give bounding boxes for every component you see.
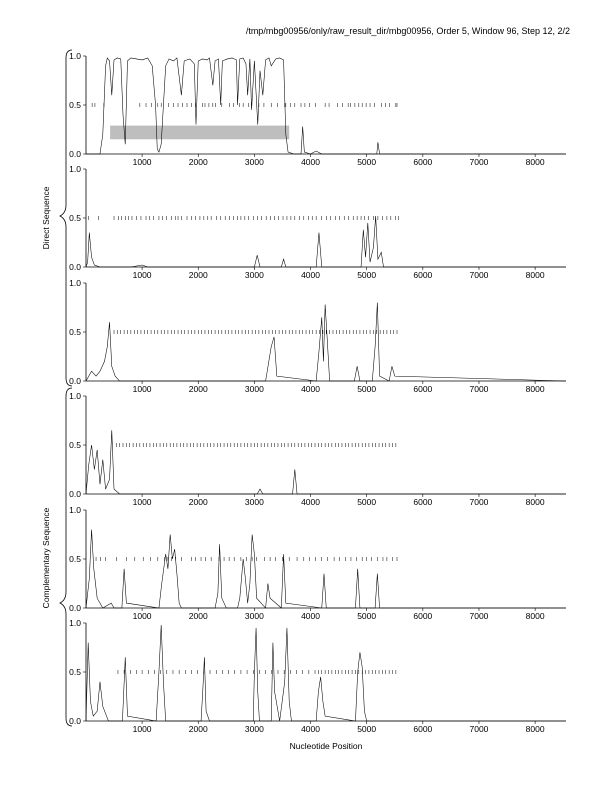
direct-group-brace: [59, 49, 73, 387]
coding-probability-line: [85, 302, 567, 382]
x-tick-label: 4000: [301, 724, 320, 734]
x-tick-label: 1000: [133, 270, 152, 280]
y-tick-label: 0.0: [69, 149, 81, 159]
x-tick-label: 2000: [189, 611, 208, 621]
panel-6: 0.0 0.5 1.0 1000 2000 3000 4000 5000 6000 7000 800…: [69, 618, 566, 734]
x-tick-label: 5000: [357, 724, 376, 734]
y-tick-label: 1.0: [69, 278, 81, 288]
x-tick-label: 4000: [301, 157, 320, 167]
x-tick-label: 7000: [470, 157, 489, 167]
x-tick-label: 6000: [413, 611, 432, 621]
x-tick-label: 3000: [245, 724, 264, 734]
panel-4: 0.0 0.5 1.0 1000 2000 3000 4000 5000 6000 7000 800…: [69, 391, 566, 507]
coding-probability-line: [85, 624, 566, 722]
x-tick-label: 8000: [526, 497, 545, 507]
x-tick-label: 2000: [189, 270, 208, 280]
x-tick-label: 8000: [526, 611, 545, 621]
coding-probability-line: [86, 57, 566, 155]
y-tick-label: 0.0: [69, 489, 81, 499]
coding-probability-line: [85, 529, 566, 609]
x-tick-label: 6000: [413, 157, 432, 167]
highlight-band: [110, 125, 290, 140]
x-tick-label: 5000: [357, 384, 376, 394]
y-tick-label: 1.0: [69, 51, 81, 61]
x-tick-label: 8000: [526, 384, 545, 394]
x-tick-label: 1000: [133, 611, 152, 621]
coding-probability-line: [85, 216, 566, 268]
y-tick-label: 0.0: [69, 262, 81, 272]
x-tick-label: 1000: [133, 384, 152, 394]
panel-5: 0.0 0.5 1.0 1000 2000 3000 4000 5000 6000 7000 800…: [69, 505, 566, 621]
panel-3: 0.0 0.5 1.0 1000 2000 3000 4000 5000 6000 7000 800…: [69, 278, 567, 394]
x-tick-label: 8000: [526, 724, 545, 734]
x-tick-label: 6000: [413, 384, 432, 394]
y-tick-label: 1.0: [69, 164, 81, 174]
complementary-group-label: Complementary Sequence: [41, 507, 51, 608]
x-tick-label: 2000: [189, 724, 208, 734]
x-tick-label: 7000: [470, 497, 489, 507]
y-tick-label: 0.0: [69, 603, 81, 613]
x-tick-label: 2000: [189, 157, 208, 167]
brace-layer: Direct Sequence Complementary Sequence: [41, 49, 73, 727]
x-tick-label: 5000: [357, 497, 376, 507]
x-tick-label: 3000: [245, 611, 264, 621]
x-tick-label: 5000: [357, 270, 376, 280]
x-tick-label: 3000: [245, 384, 264, 394]
panel-2: 0.0 0.5 1.0 1000 2000 3000 4000 5000 6000 7000 800…: [69, 164, 566, 280]
panel-1: 0.0 0.5 1.0 1000 2000 3000 4000 5000 6000 7000 800…: [69, 51, 566, 167]
x-tick-label: 2000: [189, 384, 208, 394]
y-tick-label: 1.0: [69, 505, 81, 515]
y-tick-label: 0.0: [69, 716, 81, 726]
y-tick-label: 0.5: [69, 100, 81, 110]
coding-probability-line: [85, 430, 566, 495]
x-tick-label: 6000: [413, 270, 432, 280]
x-tick-label: 7000: [470, 270, 489, 280]
x-tick-label: 4000: [301, 497, 320, 507]
x-tick-label: 6000: [413, 497, 432, 507]
x-tick-label: 3000: [245, 270, 264, 280]
y-tick-label: 0.5: [69, 554, 81, 564]
page-title: /tmp/mbg00956/only/raw_result_dir/mbg009…: [245, 26, 570, 36]
y-tick-label: 0.5: [69, 327, 81, 337]
y-tick-label: 0.5: [69, 667, 81, 677]
x-tick-label: 2000: [189, 497, 208, 507]
y-tick-label: 1.0: [69, 391, 81, 401]
x-tick-label: 5000: [357, 157, 376, 167]
x-axis-label: Nucleotide Position: [290, 741, 363, 751]
y-tick-label: 0.5: [69, 213, 81, 223]
direct-group-label: Direct Sequence: [41, 186, 51, 249]
y-tick-label: 0.0: [69, 376, 81, 386]
x-tick-label: 4000: [301, 384, 320, 394]
panels-layer: 0.0 0.5 1.0 1000 2000 3000 4000 5000 6000 7000 800…: [69, 51, 567, 734]
x-tick-label: 7000: [470, 724, 489, 734]
x-tick-label: 4000: [301, 611, 320, 621]
x-tick-label: 3000: [245, 497, 264, 507]
x-tick-label: 1000: [133, 724, 152, 734]
x-tick-label: 8000: [526, 157, 545, 167]
x-tick-label: 6000: [413, 724, 432, 734]
x-tick-label: 1000: [133, 157, 152, 167]
x-tick-label: 3000: [245, 157, 264, 167]
y-tick-label: 0.5: [69, 440, 81, 450]
x-tick-label: 4000: [301, 270, 320, 280]
x-tick-label: 7000: [470, 611, 489, 621]
x-tick-label: 1000: [133, 497, 152, 507]
x-tick-label: 5000: [357, 611, 376, 621]
x-tick-label: 7000: [470, 384, 489, 394]
y-tick-label: 1.0: [69, 618, 81, 628]
complementary-group-brace: [59, 387, 73, 727]
x-tick-label: 8000: [526, 270, 545, 280]
